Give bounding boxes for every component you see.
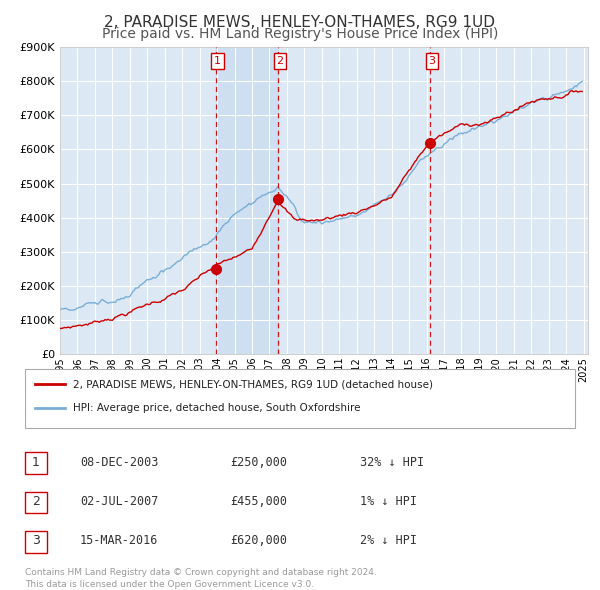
Text: 3: 3 (32, 535, 40, 548)
Text: 08-DEC-2003: 08-DEC-2003 (80, 455, 158, 468)
Bar (25, 531, 47, 553)
Bar (25, 369, 575, 428)
Text: 02-JUL-2007: 02-JUL-2007 (80, 495, 158, 508)
Text: 2% ↓ HPI: 2% ↓ HPI (360, 535, 417, 548)
Text: 2: 2 (32, 495, 40, 508)
Bar (25, 453, 47, 474)
Text: 2: 2 (277, 56, 283, 66)
Bar (215, 47, 278, 354)
Text: Price paid vs. HM Land Registry's House Price Index (HPI): Price paid vs. HM Land Registry's House … (102, 27, 498, 41)
Text: 2, PARADISE MEWS, HENLEY-ON-THAMES, RG9 1UD: 2, PARADISE MEWS, HENLEY-ON-THAMES, RG9 … (104, 15, 496, 30)
Text: £250,000: £250,000 (230, 455, 287, 468)
Text: 15-MAR-2016: 15-MAR-2016 (80, 535, 158, 548)
Text: 2, PARADISE MEWS, HENLEY-ON-THAMES, RG9 1UD (detached house): 2, PARADISE MEWS, HENLEY-ON-THAMES, RG9 … (73, 379, 433, 389)
Text: 1: 1 (32, 455, 40, 468)
Bar (25, 491, 47, 513)
Text: £620,000: £620,000 (230, 535, 287, 548)
Text: HPI: Average price, detached house, South Oxfordshire: HPI: Average price, detached house, Sout… (73, 403, 361, 413)
Text: 1: 1 (214, 56, 221, 66)
Text: £455,000: £455,000 (230, 495, 287, 508)
Text: 1% ↓ HPI: 1% ↓ HPI (360, 495, 417, 508)
Text: 3: 3 (428, 56, 436, 66)
Text: Contains HM Land Registry data © Crown copyright and database right 2024.: Contains HM Land Registry data © Crown c… (25, 568, 377, 577)
Text: 32% ↓ HPI: 32% ↓ HPI (360, 455, 424, 468)
Text: This data is licensed under the Open Government Licence v3.0.: This data is licensed under the Open Gov… (25, 579, 314, 589)
